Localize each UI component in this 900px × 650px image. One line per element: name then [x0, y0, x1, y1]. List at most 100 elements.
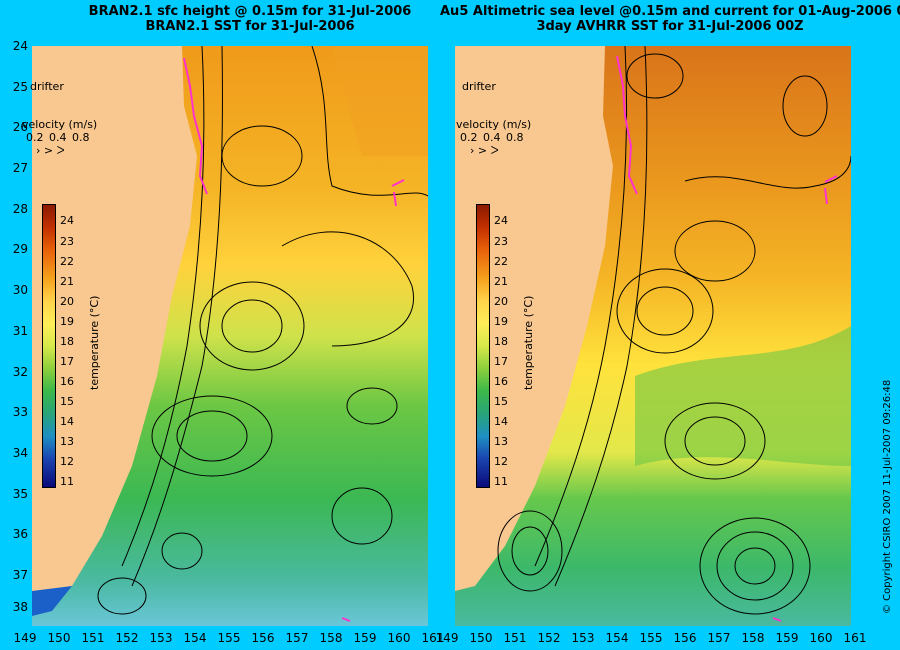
y-tick: 35 — [12, 487, 28, 501]
cbar-tick: 21 — [60, 275, 74, 288]
y-tick: 29 — [12, 242, 28, 256]
cbar-tick: 23 — [494, 235, 508, 248]
x-tick: 159 — [353, 631, 377, 645]
cbar-tick: 22 — [60, 255, 74, 268]
x-tick: 157 — [285, 631, 309, 645]
x-tick: 156 — [251, 631, 275, 645]
cbar-tick: 18 — [494, 335, 508, 348]
cbar-tick: 14 — [494, 415, 508, 428]
copyright-notice: © Copyright CSIRO 2007 11-Jul-2007 09:26… — [882, 379, 893, 614]
left-velocity-arrows: › > ᐳ — [36, 144, 65, 157]
y-tick: 36 — [12, 527, 28, 541]
right-velocity-label: velocity (m/s) — [456, 118, 532, 131]
right-title-line2: 3day AVHRR SST for 31-Jul-2006 00Z — [536, 19, 804, 34]
cbar-tick: 15 — [60, 395, 74, 408]
height-contours — [97, 46, 428, 615]
cbar-tick: 19 — [494, 315, 508, 328]
drifter-tracks — [183, 57, 405, 622]
x-tick: 152 — [537, 631, 561, 645]
left-map-panel — [32, 46, 428, 626]
cbar-tick: 12 — [60, 455, 74, 468]
cbar-tick: 24 — [494, 214, 508, 227]
x-tick: 155 — [639, 631, 663, 645]
left-colorbar-label: temperature (°C) — [88, 295, 101, 390]
right-velocity-values: 0.2 0.4 0.8 — [460, 131, 524, 144]
cool-front — [635, 326, 851, 466]
land-mass — [32, 46, 197, 606]
x-tick: 158 — [741, 631, 765, 645]
left-drifter-label: drifter — [30, 80, 64, 93]
x-tick: 158 — [319, 631, 343, 645]
right-panel-title: Au5 Altimetric sea level @0.15m and curr… — [440, 4, 900, 34]
x-tick: 154 — [183, 631, 207, 645]
right-drifter-label: drifter — [462, 80, 496, 93]
x-tick: 150 — [47, 631, 71, 645]
y-tick: 24 — [12, 39, 28, 53]
left-colorbar — [42, 204, 56, 488]
y-tick: 34 — [12, 446, 28, 460]
y-tick: 26 — [12, 120, 28, 134]
x-tick: 160 — [809, 631, 833, 645]
y-tick: 27 — [12, 161, 28, 175]
cbar-tick: 18 — [60, 335, 74, 348]
x-tick: 154 — [605, 631, 629, 645]
drifter-tracks — [616, 55, 838, 622]
cbar-tick: 21 — [494, 275, 508, 288]
x-tick: 151 — [81, 631, 105, 645]
cbar-tick: 22 — [494, 255, 508, 268]
cbar-tick: 15 — [494, 395, 508, 408]
right-colorbar — [476, 204, 490, 488]
x-tick: 161 — [421, 631, 445, 645]
cbar-tick: 19 — [60, 315, 74, 328]
left-panel-title: BRAN2.1 sfc height @ 0.15m for 31-Jul-20… — [60, 4, 440, 34]
cbar-tick: 16 — [60, 375, 74, 388]
cbar-tick: 11 — [60, 475, 74, 488]
cbar-tick: 14 — [60, 415, 74, 428]
left-map-svg — [32, 46, 428, 626]
cbar-tick: 11 — [494, 475, 508, 488]
left-velocity-values: 0.2 0.4 0.8 — [26, 131, 90, 144]
x-tick: 155 — [217, 631, 241, 645]
x-tick: 153 — [571, 631, 595, 645]
x-tick: 149 — [435, 631, 459, 645]
x-tick: 153 — [149, 631, 173, 645]
warm-eddy — [332, 46, 428, 156]
right-colorbar-label: temperature (°C) — [522, 295, 535, 390]
cbar-tick: 17 — [494, 355, 508, 368]
cbar-tick: 17 — [60, 355, 74, 368]
y-tick: 32 — [12, 365, 28, 379]
cbar-tick: 23 — [60, 235, 74, 248]
x-tick: 161 — [843, 631, 867, 645]
cbar-tick: 20 — [494, 295, 508, 308]
cold-water-patch — [32, 586, 72, 616]
cbar-tick: 13 — [60, 435, 74, 448]
x-tick: 160 — [387, 631, 411, 645]
right-velocity-arrows: › > ᐳ — [470, 144, 499, 157]
y-tick: 25 — [12, 80, 28, 94]
y-tick: 33 — [12, 405, 28, 419]
y-tick: 30 — [12, 283, 28, 297]
x-tick: 152 — [115, 631, 139, 645]
cbar-tick: 12 — [494, 455, 508, 468]
y-tick: 31 — [12, 324, 28, 338]
cbar-tick: 16 — [494, 375, 508, 388]
x-tick: 157 — [707, 631, 731, 645]
left-title-line1: BRAN2.1 sfc height @ 0.15m for 31-Jul-20… — [88, 4, 412, 19]
x-tick: 150 — [469, 631, 493, 645]
cbar-tick: 20 — [60, 295, 74, 308]
cbar-tick: 24 — [60, 214, 74, 227]
y-tick: 37 — [12, 568, 28, 582]
right-title-line1: Au5 Altimetric sea level @0.15m and curr… — [440, 4, 900, 19]
x-tick: 151 — [503, 631, 527, 645]
x-tick: 149 — [13, 631, 37, 645]
sea-level-contours — [497, 46, 851, 615]
y-tick: 38 — [12, 600, 28, 614]
x-tick: 156 — [673, 631, 697, 645]
left-velocity-label: velocity (m/s) — [22, 118, 98, 131]
right-map-panel — [455, 46, 851, 626]
cbar-tick: 13 — [494, 435, 508, 448]
y-tick: 28 — [12, 202, 28, 216]
land-mass — [455, 46, 613, 591]
x-tick: 159 — [775, 631, 799, 645]
right-map-svg — [455, 46, 851, 626]
